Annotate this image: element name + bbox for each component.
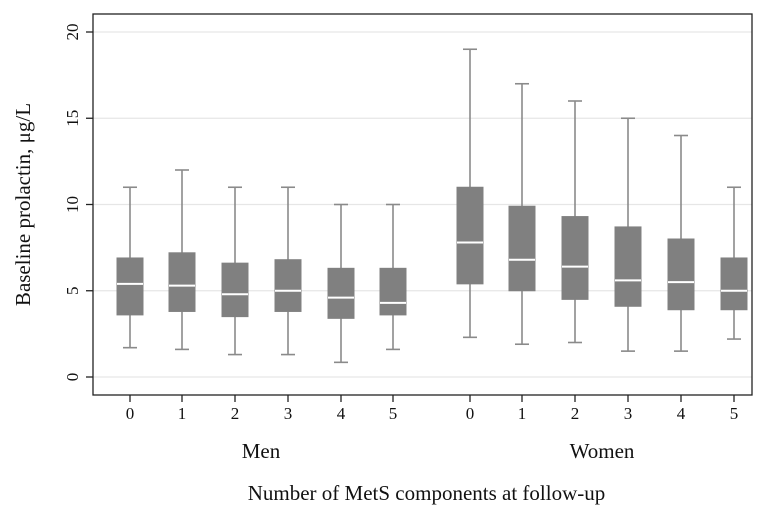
y-tick-label: 20 <box>63 24 82 41</box>
y-axis-title: Baseline prolactin, μg/L <box>11 103 35 306</box>
x-tick-label: 5 <box>730 404 739 423</box>
box-men-2 <box>221 262 249 318</box>
box-women-0 <box>456 186 484 285</box>
y-tick-label: 10 <box>63 196 82 213</box>
x-tick-label: 1 <box>518 404 527 423</box>
x-tick-label: 3 <box>284 404 293 423</box>
axes: 0 5 10 15 20 0 1 2 3 4 5 Men 0 1 2 3 4 5 Women <box>63 24 738 464</box>
box-men-1 <box>168 252 196 312</box>
x-axis-title: Number of MetS components at follow-up <box>248 481 606 505</box>
group-label-women: Women <box>570 439 635 463</box>
box-women-2 <box>561 216 589 300</box>
x-tick-label: 0 <box>126 404 135 423</box>
box-women-4 <box>667 238 695 311</box>
box-women-5 <box>720 257 748 311</box>
x-tick-label: 4 <box>677 404 686 423</box>
box-women-1 <box>508 205 536 292</box>
box-women-3 <box>614 226 642 307</box>
x-tick-label: 1 <box>178 404 187 423</box>
x-tick-label: 4 <box>337 404 346 423</box>
x-tick-label: 5 <box>389 404 398 423</box>
y-tick-label: 15 <box>63 110 82 127</box>
y-tick-label: 5 <box>63 287 82 296</box>
boxes <box>116 48 748 364</box>
gridlines <box>93 31 752 378</box>
box-men-4 <box>327 267 355 319</box>
x-tick-label: 2 <box>231 404 240 423</box>
x-tick-label: 3 <box>624 404 633 423</box>
box-men-5 <box>379 267 407 316</box>
box-men-0 <box>116 257 144 316</box>
x-tick-label: 2 <box>571 404 580 423</box>
group-label-men: Men <box>242 439 281 463</box>
x-tick-label: 0 <box>466 404 475 423</box>
box-men-3 <box>274 259 302 312</box>
y-tick-label: 0 <box>63 373 82 382</box>
